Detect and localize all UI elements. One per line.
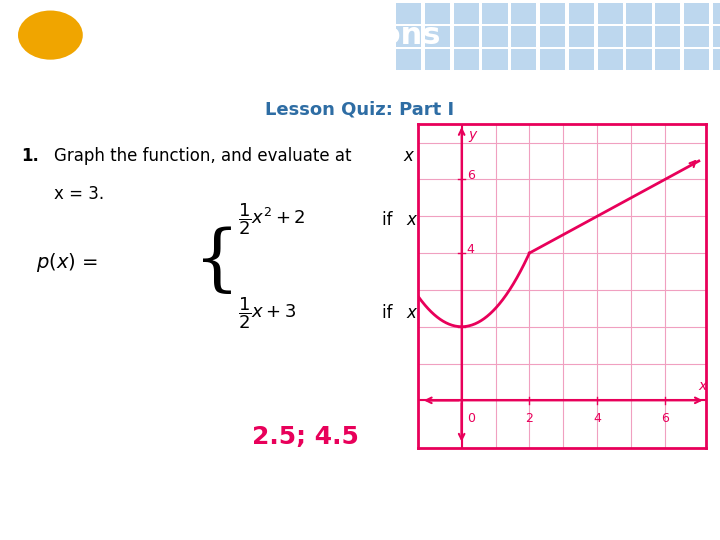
- Text: 0: 0: [467, 412, 474, 425]
- Ellipse shape: [18, 10, 83, 60]
- Bar: [598, 3, 623, 24]
- Bar: [511, 26, 536, 47]
- Bar: [684, 3, 709, 24]
- Bar: [626, 3, 652, 24]
- Text: y: y: [469, 128, 477, 142]
- Bar: [713, 26, 720, 47]
- Bar: [598, 49, 623, 70]
- Bar: [684, 49, 709, 70]
- Bar: [511, 49, 536, 70]
- Bar: [454, 49, 479, 70]
- Text: $\dfrac{1}{2}x^2 + 2$: $\dfrac{1}{2}x^2 + 2$: [238, 201, 305, 238]
- Text: > 2: > 2: [421, 305, 451, 322]
- Text: 1.: 1.: [22, 147, 40, 165]
- Bar: [713, 3, 720, 24]
- Bar: [454, 26, 479, 47]
- Text: x: x: [407, 305, 417, 322]
- Bar: [569, 26, 594, 47]
- Bar: [569, 49, 594, 70]
- Text: Holt Mc.Dougal Algebra 2: Holt Mc.Dougal Algebra 2: [14, 512, 174, 525]
- Text: 4: 4: [593, 412, 601, 425]
- Bar: [655, 3, 680, 24]
- Text: $p(x)$ =: $p(x)$ =: [36, 251, 98, 274]
- Bar: [425, 3, 450, 24]
- Text: {: {: [194, 227, 240, 298]
- Text: Copyright © by Holt Mc Dougal. All Rights Reserved.: Copyright © by Holt Mc Dougal. All Right…: [449, 514, 706, 523]
- Bar: [713, 49, 720, 70]
- Text: Lesson Quiz: Part I: Lesson Quiz: Part I: [266, 100, 454, 118]
- Text: Piecewise Functions: Piecewise Functions: [94, 21, 440, 50]
- Bar: [626, 49, 652, 70]
- Text: if: if: [382, 305, 397, 322]
- Bar: [655, 26, 680, 47]
- Bar: [540, 49, 565, 70]
- Text: x: x: [407, 211, 417, 228]
- Bar: [655, 49, 680, 70]
- Bar: [454, 3, 479, 24]
- Text: 6: 6: [661, 412, 669, 425]
- Text: $\leq$ 2: $\leq$ 2: [421, 211, 458, 228]
- Bar: [396, 26, 421, 47]
- Text: x: x: [403, 147, 413, 165]
- Bar: [540, 3, 565, 24]
- Bar: [396, 3, 421, 24]
- Bar: [425, 49, 450, 70]
- Text: $\dfrac{1}{2}x + 3$: $\dfrac{1}{2}x + 3$: [238, 295, 296, 331]
- Bar: [482, 49, 508, 70]
- Bar: [482, 26, 508, 47]
- Bar: [626, 26, 652, 47]
- Bar: [569, 3, 594, 24]
- Text: 6: 6: [467, 169, 474, 182]
- Bar: [684, 26, 709, 47]
- Text: = 1 and: = 1 and: [414, 147, 485, 165]
- Text: 2: 2: [526, 412, 534, 425]
- Bar: [511, 3, 536, 24]
- Text: x = 3.: x = 3.: [54, 185, 104, 204]
- Bar: [598, 26, 623, 47]
- Bar: [540, 26, 565, 47]
- Text: if: if: [382, 211, 397, 228]
- Bar: [396, 49, 421, 70]
- Bar: [482, 3, 508, 24]
- Text: 2.5; 4.5: 2.5; 4.5: [252, 425, 359, 449]
- Text: x: x: [698, 379, 706, 393]
- Text: Graph the function, and evaluate at: Graph the function, and evaluate at: [54, 147, 356, 165]
- Bar: [425, 26, 450, 47]
- Text: 4: 4: [467, 243, 474, 256]
